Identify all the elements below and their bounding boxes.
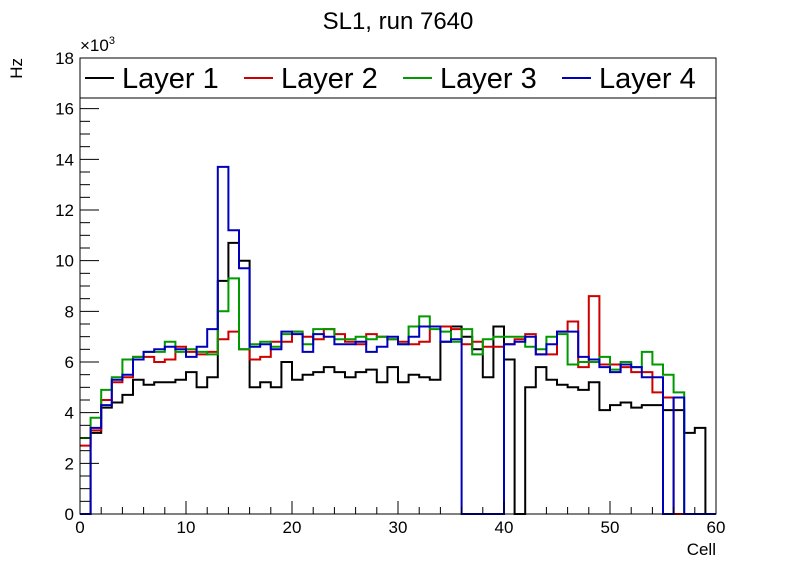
- x-tick-label: 30: [389, 518, 408, 537]
- x-tick-label: 60: [707, 518, 726, 537]
- series-line-layer-1: [80, 241, 716, 515]
- plot-frame: [79, 57, 717, 515]
- y-axis-multiplier: ×103: [80, 35, 115, 55]
- y-axis-multiplier-exponent: 3: [109, 35, 115, 47]
- y-axis-title: Hz: [7, 58, 26, 79]
- axes-group: 0 10 20 30 40 50 60 0 2 4 6 8 10 12 14 16 18: [55, 49, 725, 537]
- series-line-layer-3: [80, 277, 716, 515]
- y-tick-label: 2: [65, 454, 74, 473]
- x-tick-label: 10: [177, 518, 196, 537]
- y-tick-label: 6: [65, 353, 74, 372]
- legend-label-layer-4: Layer 4: [599, 63, 696, 95]
- y-tick-label: 18: [55, 49, 74, 68]
- x-tick-label: 50: [601, 518, 620, 537]
- x-tick-label: 20: [283, 518, 302, 537]
- legend-label-layer-3: Layer 3: [440, 63, 537, 95]
- y-axis-multiplier-base: ×10: [80, 36, 109, 55]
- y-tick-label: 12: [55, 201, 74, 220]
- series-line-layer-4: [80, 165, 716, 515]
- y-tick-label: 0: [65, 505, 74, 524]
- legend-box: [79, 57, 717, 99]
- y-tick-label: 4: [65, 404, 74, 423]
- chart-title: SL1, run 7640: [323, 8, 474, 35]
- legend-label-layer-1: Layer 1: [122, 63, 219, 95]
- x-axis-title: Cell: [687, 540, 716, 559]
- x-tick-label: 0: [75, 518, 84, 537]
- series-group: [80, 165, 716, 515]
- y-tick-label: 14: [55, 150, 74, 169]
- x-tick-label: 40: [495, 518, 514, 537]
- legend: Layer 1 Layer 2 Layer 3 Layer 4: [79, 57, 717, 99]
- y-tick-label: 8: [65, 302, 74, 321]
- y-tick-label: 16: [55, 100, 74, 119]
- legend-label-layer-2: Layer 2: [281, 63, 378, 95]
- y-tick-label: 10: [55, 252, 74, 271]
